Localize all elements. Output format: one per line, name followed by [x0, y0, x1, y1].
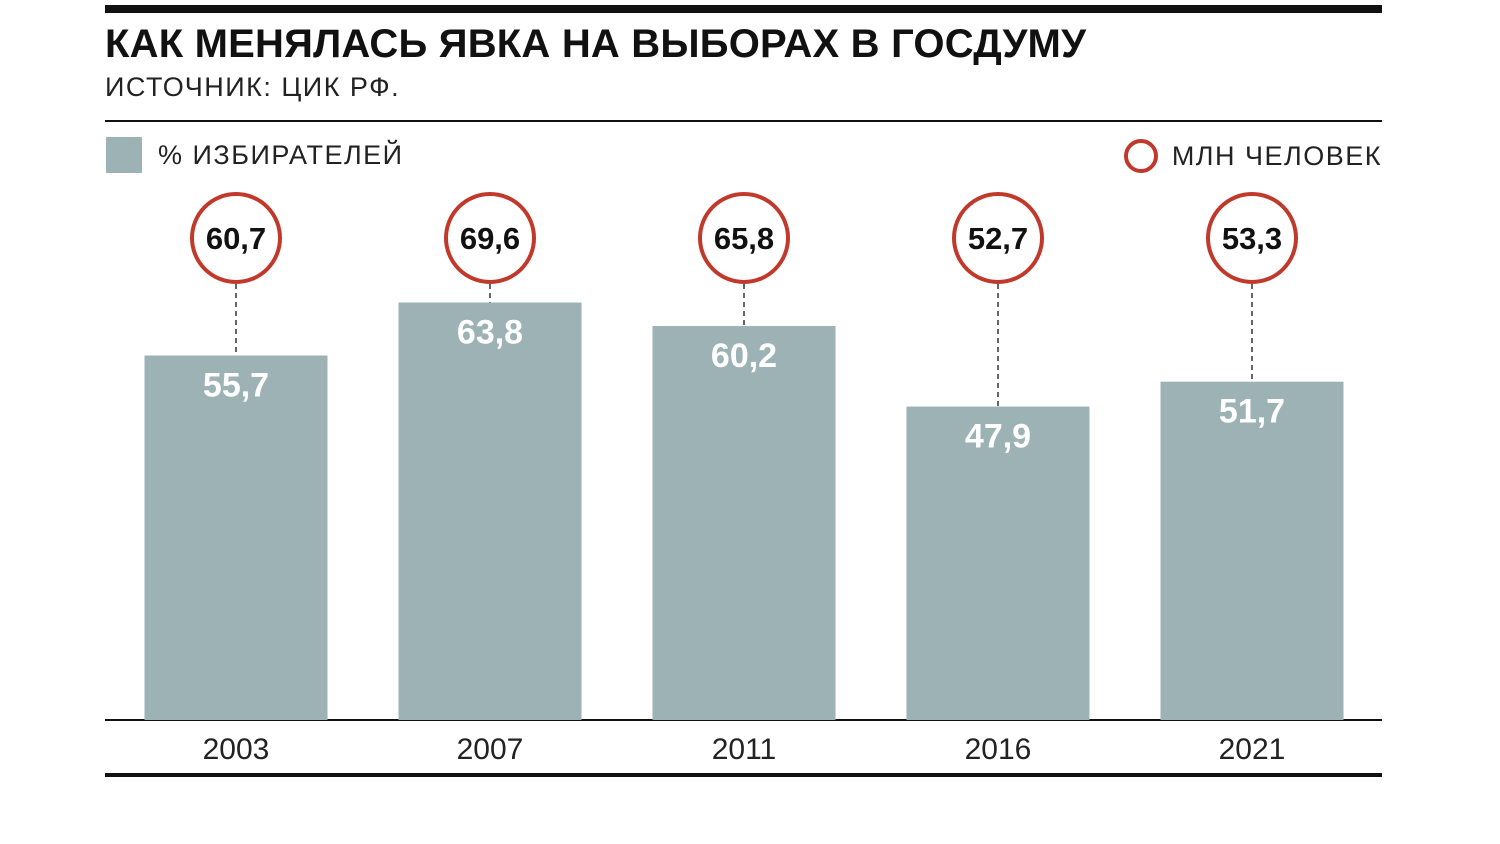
- legend-swatch-bar: [106, 137, 142, 173]
- top-rule: [105, 5, 1382, 13]
- bar-value-label: 55,7: [203, 367, 269, 405]
- bar-2016: [906, 406, 1090, 720]
- circle-marker-2021: [1206, 192, 1298, 284]
- circle-marker-2016: [952, 192, 1044, 284]
- legend-circle-marker: [1123, 139, 1158, 173]
- circle-value-label: 52,7: [968, 221, 1028, 256]
- bar-2007: [398, 302, 582, 720]
- circle-value-label: 69,6: [460, 221, 520, 256]
- bar-value-label: 60,2: [711, 337, 777, 375]
- bar-value-label: 51,7: [1219, 393, 1285, 431]
- bar-2021: [1160, 381, 1344, 720]
- circle-value-label: 65,8: [714, 221, 774, 256]
- x-tick-label: 2007: [457, 733, 524, 766]
- circle-value-label: 60,7: [206, 221, 266, 256]
- bar-value-label: 63,8: [457, 313, 523, 351]
- circle-value-label: 53,3: [1222, 221, 1282, 256]
- circle-marker-2007: [444, 192, 536, 284]
- legend-millions: МЛН ЧЕЛОВЕК: [1123, 136, 1382, 176]
- circle-marker-2003: [190, 192, 282, 284]
- source-note: ИСТОЧНИК: ЦИК РФ.: [105, 72, 401, 102]
- legend-millions-label: МЛН ЧЕЛОВЕК: [1171, 140, 1382, 171]
- bottom-rule: [105, 773, 1382, 777]
- x-tick-label: 2016: [965, 733, 1032, 766]
- x-tick-label: 2021: [1219, 733, 1286, 766]
- bar-value-label: 47,9: [965, 418, 1031, 456]
- circle-marker-2011: [698, 192, 790, 284]
- x-tick-label: 2003: [203, 733, 270, 766]
- legend-percent-label: % ИЗБИРАТЕЛЕЙ: [158, 139, 404, 170]
- chart-title: КАК МЕНЯЛАСЬ ЯВКА НА ВЫБОРАХ В ГОСДУМУ: [105, 22, 1087, 66]
- bar-2011: [652, 326, 836, 720]
- legend-percent: % ИЗБИРАТЕЛЕЙ: [106, 137, 404, 173]
- x-tick-label: 2011: [712, 733, 777, 766]
- header-divider: [105, 120, 1382, 122]
- bar-2003: [144, 355, 328, 720]
